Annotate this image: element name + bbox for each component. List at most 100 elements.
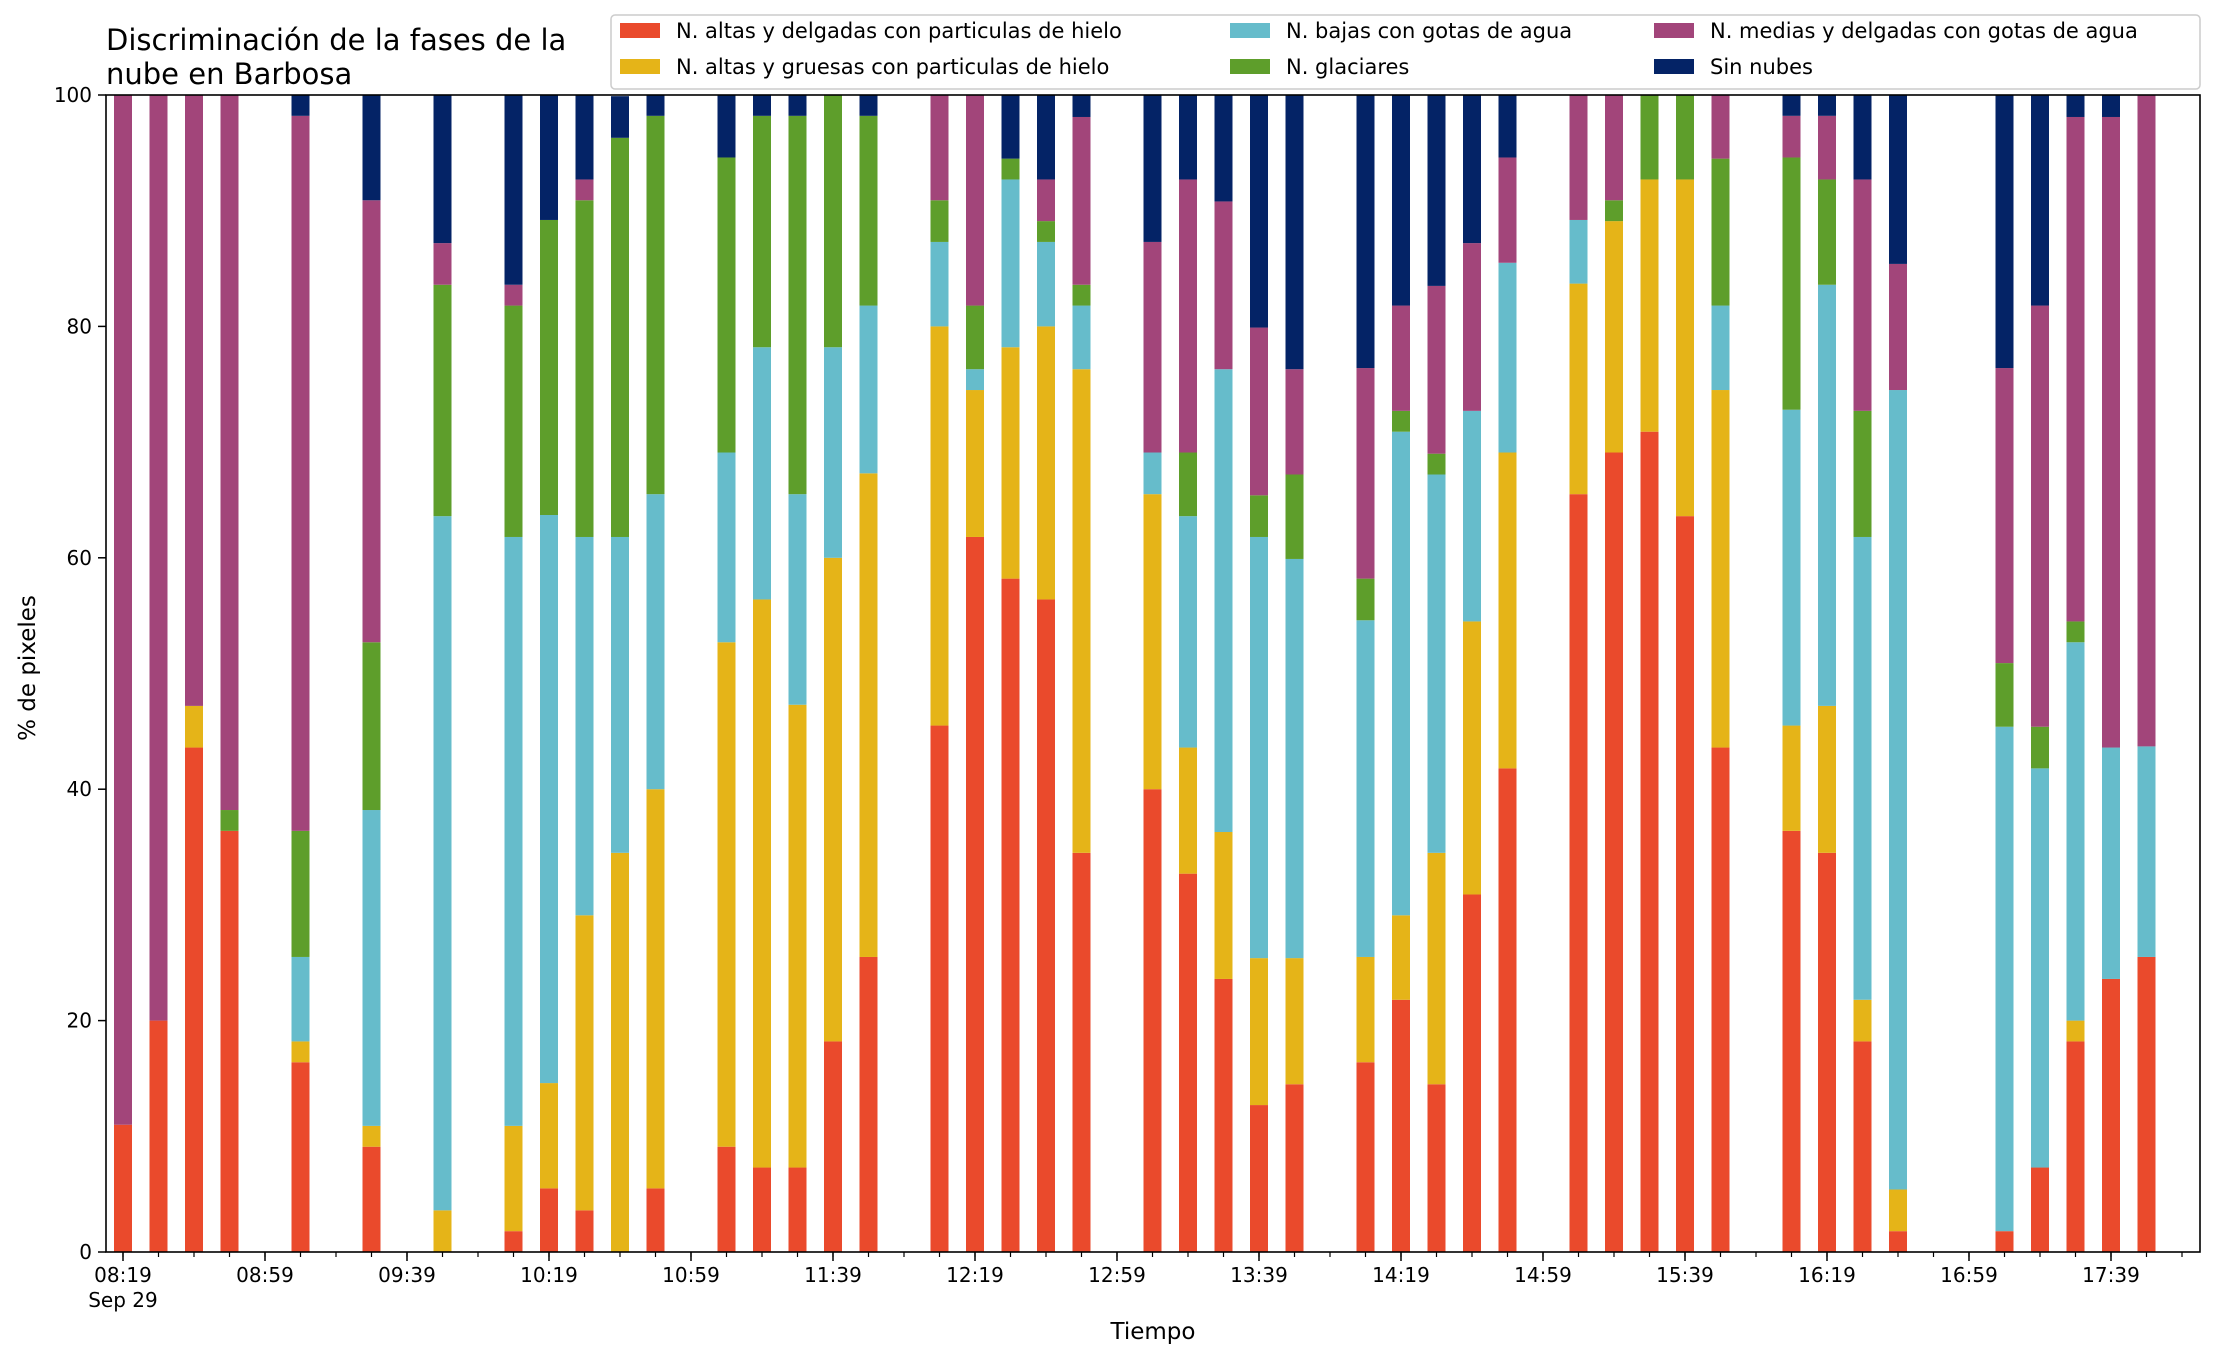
bar-segment-40-s5 — [1889, 95, 1907, 264]
bar-segment-7-s0 — [504, 1231, 523, 1252]
bar-segment-35-s0 — [1676, 516, 1694, 1252]
legend-label-1: N. altas y gruesas con particulas de hie… — [676, 55, 1109, 79]
bar-segment-1-s4 — [149, 95, 168, 1021]
bar-segment-2-s1 — [185, 705, 203, 748]
bar-segment-33-s4 — [1605, 95, 1623, 201]
x-tick-label-10: 14:59 — [1514, 1263, 1572, 1287]
y-tick-label-5: 100 — [54, 83, 92, 107]
bar-segment-17-s4 — [930, 95, 949, 201]
bar-segment-7-s1 — [504, 1125, 523, 1232]
bar-segment-37-s5 — [1782, 95, 1801, 116]
bar-segment-36-s0 — [1711, 747, 1730, 1252]
bar-segment-23-s2 — [1179, 516, 1197, 748]
bar-segment-33-s0 — [1605, 452, 1623, 1252]
bar-segment-16-s2 — [859, 305, 878, 474]
bar-segment-3-s4 — [220, 95, 239, 811]
bar-segment-23-s1 — [1179, 747, 1197, 874]
legend-swatch-3 — [1230, 59, 1270, 74]
bar-segment-26-s5 — [1285, 95, 1304, 370]
bar-segment-8-s2 — [540, 514, 558, 1084]
bar-segment-23-s3 — [1179, 452, 1197, 517]
bar-segment-32-s2 — [1569, 219, 1588, 284]
bar-segment-19-s0 — [1001, 578, 1020, 1252]
bar-segment-20-s3 — [1037, 221, 1055, 242]
bar-segment-30-s0 — [1463, 894, 1481, 1252]
bar-segment-9-s1 — [575, 915, 594, 1211]
legend-frame — [610, 14, 2201, 90]
y-tick-label-1: 20 — [67, 1009, 92, 1033]
bar-segment-4-s5 — [291, 95, 310, 116]
bar-segment-9-s4 — [575, 179, 594, 201]
bar-segment-39-s5 — [1853, 95, 1872, 180]
bar-segment-31-s0 — [1498, 768, 1517, 1252]
bar-segment-29-s4 — [1427, 285, 1446, 454]
bar-segment-37-s2 — [1782, 409, 1801, 726]
bar-segment-5-s2 — [362, 810, 381, 1126]
bar-segment-22-s1 — [1143, 494, 1162, 790]
bar-segment-35-s1 — [1676, 179, 1694, 517]
bar-segment-15-s1 — [824, 557, 842, 1042]
bar-segment-25-s5 — [1250, 95, 1268, 328]
x-tick-label-8: 13:39 — [1230, 1263, 1288, 1287]
bar-segment-23-s0 — [1179, 873, 1197, 1252]
bar-segment-36-s1 — [1711, 390, 1730, 748]
bar-segment-29-s0 — [1427, 1084, 1446, 1252]
bar-segment-7-s4 — [504, 284, 523, 306]
bar-segment-20-s4 — [1037, 179, 1055, 222]
bar-segment-13-s2 — [753, 347, 771, 600]
bar-segment-37-s1 — [1782, 725, 1801, 831]
bar-segment-31-s5 — [1498, 95, 1517, 158]
bar-segment-43-s4 — [2066, 116, 2085, 622]
bar-segment-21-s0 — [1072, 852, 1091, 1252]
bar-segment-6-s1 — [433, 1210, 452, 1252]
legend-swatch-2 — [1230, 23, 1270, 38]
legend-swatch-5 — [1654, 59, 1694, 74]
bar-segment-16-s3 — [859, 115, 878, 306]
bar-segment-43-s0 — [2066, 1041, 2085, 1252]
bar-segment-19-s2 — [1001, 179, 1020, 348]
bar-segment-6-s3 — [433, 284, 452, 517]
bar-segment-42-s5 — [2031, 95, 2049, 306]
bar-segment-15-s3 — [824, 95, 842, 348]
bar-segment-24-s1 — [1214, 832, 1233, 979]
bar-segment-40-s4 — [1889, 263, 1907, 391]
bar-segment-8-s3 — [540, 219, 558, 515]
bar-segment-45-s0 — [2137, 956, 2156, 1252]
bar-segment-9-s0 — [575, 1210, 594, 1252]
bar-segment-4-s0 — [291, 1062, 310, 1252]
bar-segment-18-s1 — [966, 390, 984, 537]
legend: N. altas y delgadas con particulas de hi… — [610, 14, 2201, 90]
bar-segment-36-s2 — [1711, 305, 1730, 391]
bar-segment-40-s1 — [1889, 1189, 1907, 1232]
bar-segment-43-s5 — [2066, 95, 2085, 117]
bar-segment-2-s0 — [185, 747, 203, 1252]
bar-segment-39-s4 — [1853, 179, 1872, 411]
bar-segment-29-s1 — [1427, 852, 1446, 1085]
x-tick-label-5: 11:39 — [804, 1263, 862, 1287]
bar-segment-14-s5 — [788, 95, 807, 116]
bar-segment-25-s4 — [1250, 327, 1268, 496]
bar-segment-42-s3 — [2031, 726, 2049, 769]
bar-segment-43-s2 — [2066, 642, 2085, 1021]
bar-segment-11-s3 — [646, 115, 665, 495]
bar-segment-13-s1 — [753, 599, 771, 1168]
bar-segment-16-s1 — [859, 473, 878, 957]
bar-segment-35-s3 — [1676, 95, 1694, 180]
bar-segment-43-s3 — [2066, 621, 2085, 643]
bar-segment-6-s2 — [433, 516, 452, 1211]
x-tick-label-12: 16:19 — [1798, 1263, 1856, 1287]
bar-segment-21-s2 — [1072, 305, 1091, 370]
bar-segment-5-s5 — [362, 95, 381, 201]
bar-segment-28-s0 — [1392, 999, 1410, 1252]
x-tick-label-14: 17:39 — [2082, 1263, 2140, 1287]
bar-segment-41-s4 — [1995, 368, 2014, 664]
bar-segment-45-s4 — [2137, 95, 2156, 747]
bar-segment-27-s4 — [1356, 368, 1375, 579]
bar-segment-38-s0 — [1818, 852, 1836, 1252]
bar-segment-30-s4 — [1463, 243, 1481, 411]
bar-segment-36-s4 — [1711, 95, 1730, 159]
bar-segment-17-s3 — [930, 200, 949, 242]
bar-segment-14-s0 — [788, 1167, 807, 1252]
bar-segment-21-s5 — [1072, 95, 1091, 117]
